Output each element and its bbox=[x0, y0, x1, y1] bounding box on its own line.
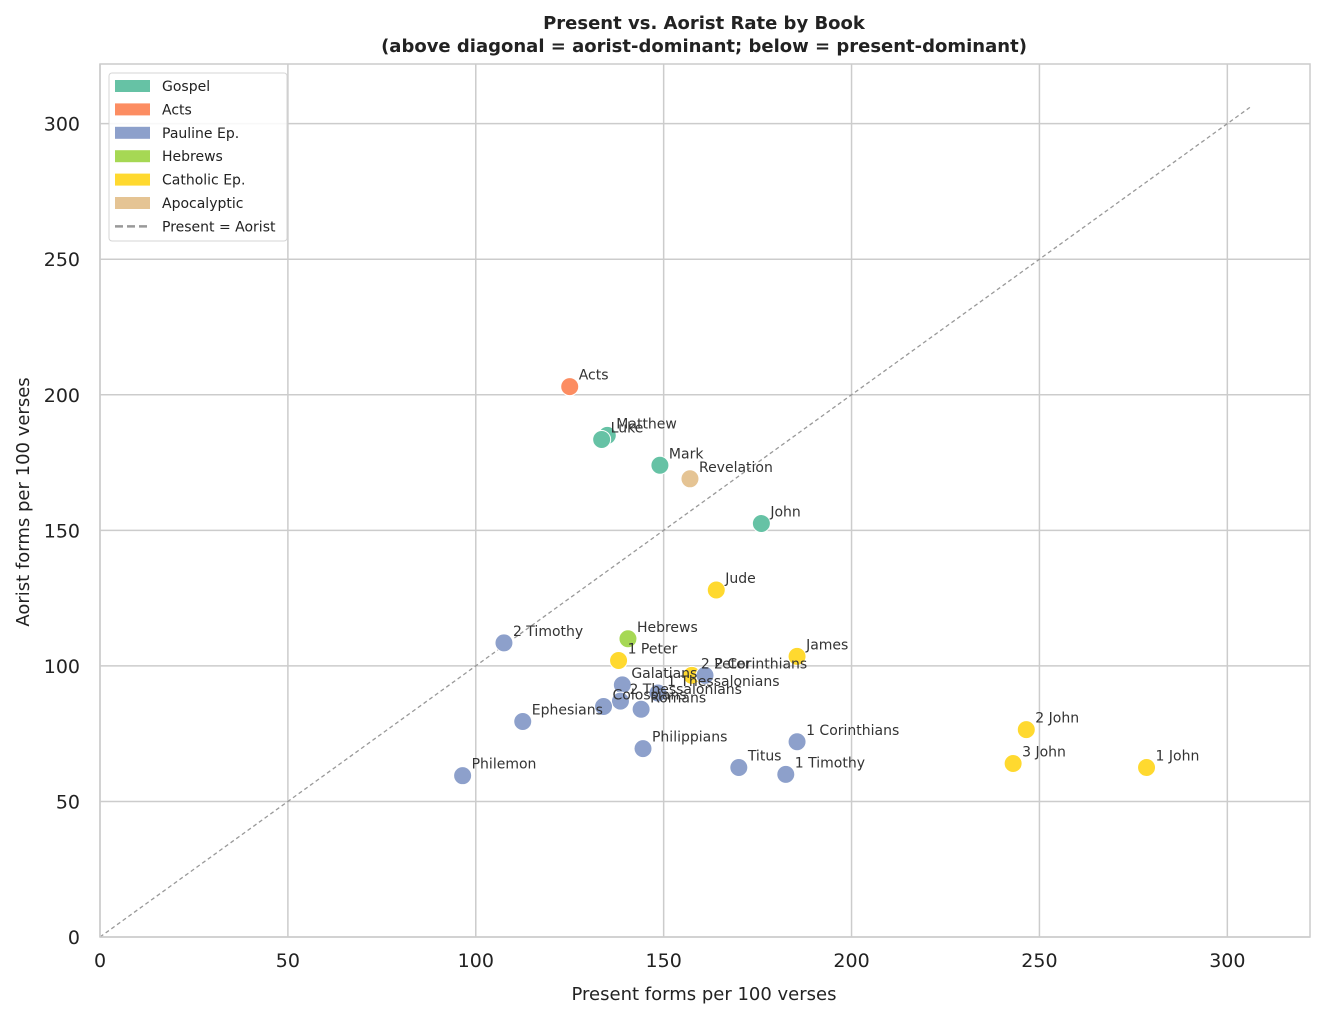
tick-labels: 0 50 100 150 200 250 300 0 50 100 150 200 250 300 bbox=[44, 114, 1246, 972]
point-label-1-timothy: 1 Timothy bbox=[795, 755, 865, 771]
point-label-colossians: Colossians bbox=[613, 688, 687, 704]
y-tick-label: 250 bbox=[44, 249, 80, 271]
legend-entry: Hebrews bbox=[162, 149, 223, 165]
legend-entry-diagonal: Present = Aorist bbox=[162, 219, 276, 235]
point-1-corinthians bbox=[787, 732, 807, 752]
point-label-1-thessalonians: 1 Thessalonians bbox=[667, 674, 780, 690]
point-label-3-john: 3 John bbox=[1022, 744, 1066, 760]
point-acts bbox=[560, 377, 580, 397]
point-label-2-corinthians: 2 Corinthians bbox=[714, 656, 807, 672]
legend-box bbox=[108, 72, 288, 242]
point-label-titus: Titus bbox=[747, 749, 782, 765]
legend-swatch bbox=[115, 126, 150, 139]
point-james bbox=[787, 646, 807, 666]
point-label-1-corinthians: 1 Corinthians bbox=[806, 723, 899, 739]
point-label-2-john: 2 John bbox=[1035, 711, 1079, 727]
point-luke bbox=[592, 429, 612, 449]
legend-entry: Pauline Ep. bbox=[162, 126, 239, 142]
legend-swatch bbox=[115, 173, 150, 186]
y-tick-label: 150 bbox=[44, 520, 80, 542]
point-1-peter bbox=[609, 650, 629, 670]
point-label-hebrews: Hebrews bbox=[637, 620, 698, 636]
x-tick-label: 200 bbox=[833, 950, 869, 972]
x-tick-label: 0 bbox=[94, 950, 106, 972]
x-tick-label: 300 bbox=[1209, 950, 1245, 972]
point-label-2-timothy: 2 Timothy bbox=[513, 624, 583, 640]
plot-frame bbox=[99, 63, 1311, 938]
point-label-philemon: Philemon bbox=[472, 757, 537, 773]
point-romans bbox=[631, 699, 651, 719]
legend-entry: Gospel bbox=[162, 79, 210, 95]
point-label-romans: Romans bbox=[650, 690, 706, 706]
legend-swatch bbox=[115, 103, 150, 116]
x-tick-label: 100 bbox=[458, 950, 494, 972]
chart-title: Present vs. Aorist Rate by Book bbox=[543, 13, 866, 34]
point-label-ephesians: Ephesians bbox=[532, 702, 603, 718]
point-label-philippians: Philippians bbox=[652, 730, 727, 746]
diagonal-layer bbox=[99, 106, 1251, 938]
point-jude bbox=[706, 580, 726, 600]
point-label-2-peter: 2 Peter bbox=[701, 656, 751, 672]
y-tick-label: 200 bbox=[44, 385, 80, 407]
point-philemon bbox=[453, 766, 473, 786]
point-label-2-thessalonians: 2 Thessalonians bbox=[629, 682, 742, 698]
point-label-revelation: Revelation bbox=[699, 460, 773, 476]
diagonal-reference-line bbox=[99, 106, 1251, 938]
point-label-matthew: Matthew bbox=[616, 416, 677, 432]
point-colossians bbox=[594, 697, 614, 717]
point-1-john bbox=[1137, 758, 1157, 778]
y-tick-label: 300 bbox=[44, 114, 80, 136]
grid bbox=[99, 64, 1310, 938]
point-john bbox=[751, 514, 771, 534]
legend-entry: Apocalyptic bbox=[162, 196, 243, 212]
legend-entry: Catholic Ep. bbox=[162, 173, 245, 189]
point-label-acts: Acts bbox=[579, 368, 609, 384]
point-label-1-john: 1 John bbox=[1156, 749, 1200, 765]
point-1-thessalonians bbox=[648, 683, 668, 703]
point-3-john bbox=[1003, 753, 1023, 773]
points-layer bbox=[453, 377, 1157, 786]
legend: Gospel Acts Pauline Ep. Hebrews Catholic Ep.… bbox=[108, 72, 288, 242]
y-tick-label: 100 bbox=[44, 656, 80, 678]
x-axis-label: Present forms per 100 verses bbox=[572, 984, 837, 1005]
point-ephesians bbox=[513, 711, 533, 731]
point-label-1-peter: 1 Peter bbox=[628, 641, 678, 657]
point-label-jude: Jude bbox=[724, 571, 756, 587]
y-axis-label: Aorist forms per 100 verses bbox=[13, 377, 34, 626]
point-titus bbox=[729, 758, 749, 778]
y-tick-label: 50 bbox=[56, 791, 80, 813]
point-2-thessalonians bbox=[610, 691, 630, 711]
point-2-timothy bbox=[494, 633, 514, 653]
point-mark bbox=[650, 455, 670, 475]
point-2-john bbox=[1016, 720, 1036, 740]
point-label-luke: Luke bbox=[611, 420, 644, 436]
point-label-galatians: Galatians bbox=[631, 666, 697, 682]
x-tick-label: 50 bbox=[276, 950, 300, 972]
x-tick-label: 150 bbox=[646, 950, 682, 972]
chart-subtitle: (above diagonal = aorist-dominant; below… bbox=[381, 36, 1027, 57]
point-label-john: John bbox=[769, 505, 800, 521]
legend-swatch bbox=[115, 150, 150, 163]
point-label-mark: Mark bbox=[669, 446, 704, 462]
point-label-james: James bbox=[805, 637, 848, 653]
legend-swatch bbox=[115, 80, 150, 92]
y-tick-label: 0 bbox=[68, 927, 80, 949]
legend-entry: Acts bbox=[162, 102, 192, 118]
point-2-corinthians bbox=[695, 665, 715, 685]
x-tick-label: 250 bbox=[1021, 950, 1057, 972]
point-revelation bbox=[680, 469, 700, 489]
point-philippians bbox=[633, 739, 653, 759]
point-1-timothy bbox=[776, 764, 796, 784]
legend-swatch bbox=[115, 197, 150, 209]
point-hebrews bbox=[618, 629, 638, 649]
